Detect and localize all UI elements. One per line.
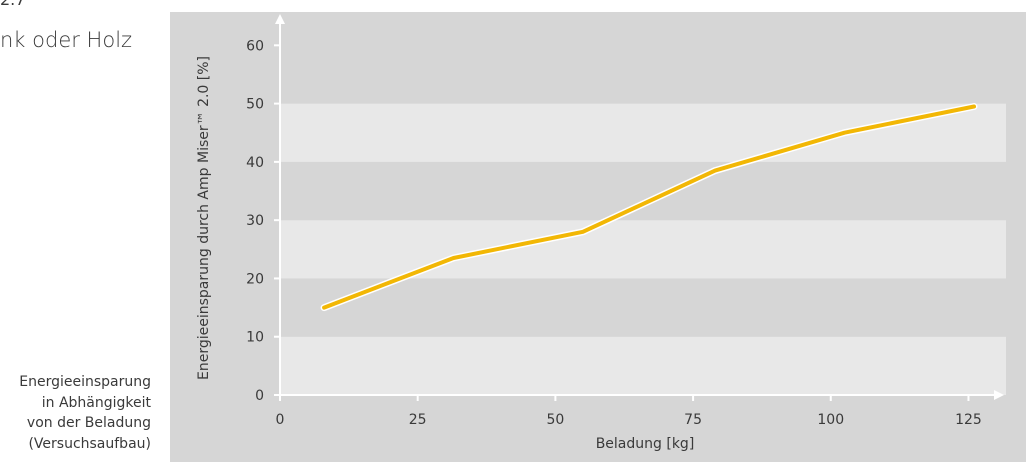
caption-line-3: von der Beladung [26,415,151,431]
series-line [322,104,976,310]
x-tick-label: 0 [276,412,285,428]
x-tick-labels: 0 25 50 75 100 125 [276,412,982,428]
x-axis-label: Beladung [kg] [596,436,695,452]
caption-line-4: (Versuchsaufbau) [28,435,151,452]
grid-band [280,220,1006,279]
data-series [320,103,978,312]
x-tick-label: 50 [546,412,564,428]
y-tick-label: 50 [246,97,264,113]
x-tick-label: 25 [409,412,427,428]
line-chart: 0 25 50 75 100 125 0 10 20 30 40 50 60 Beladung [kg… [170,12,1026,462]
y-axis-label: Energieeinsparung durch Amp Miser™ 2.0 [… [196,56,212,380]
grid-band [280,12,1006,46]
grid-band [280,278,1006,337]
grid-band [280,45,1006,104]
grid-band [280,336,1006,395]
grid-bands [280,12,1006,395]
x-axis-arrow [994,390,1004,400]
y-axis-arrow [275,14,285,24]
grid-band [280,103,1006,162]
section-heading-fragment: nk oder Holz [0,28,133,52]
y-tick-label: 40 [246,155,264,171]
y-tick-label: 30 [246,213,264,229]
x-tick-label: 100 [817,412,844,428]
x-tick-label: 125 [955,412,982,428]
y-tick-labels: 0 10 20 30 40 50 60 [246,38,264,404]
caption-line-1: Energieeinsparung [19,374,151,390]
caption-line-2: in Abhängigkeit [41,394,151,411]
y-tick-label: 60 [246,38,264,54]
axes [274,14,1004,401]
grid-band [280,161,1006,221]
chart-panel: 0 25 50 75 100 125 0 10 20 30 40 50 60 Beladung [kg… [170,12,1026,462]
y-tick-label: 10 [246,330,264,346]
heading-fragment-top: 2.7 [0,0,25,9]
y-tick-label: 20 [246,271,264,287]
figure-caption: Energieeinsparung in Abhängigkeit von de… [19,372,151,454]
y-tick-label: 0 [255,388,264,404]
x-tick-label: 75 [684,412,702,428]
